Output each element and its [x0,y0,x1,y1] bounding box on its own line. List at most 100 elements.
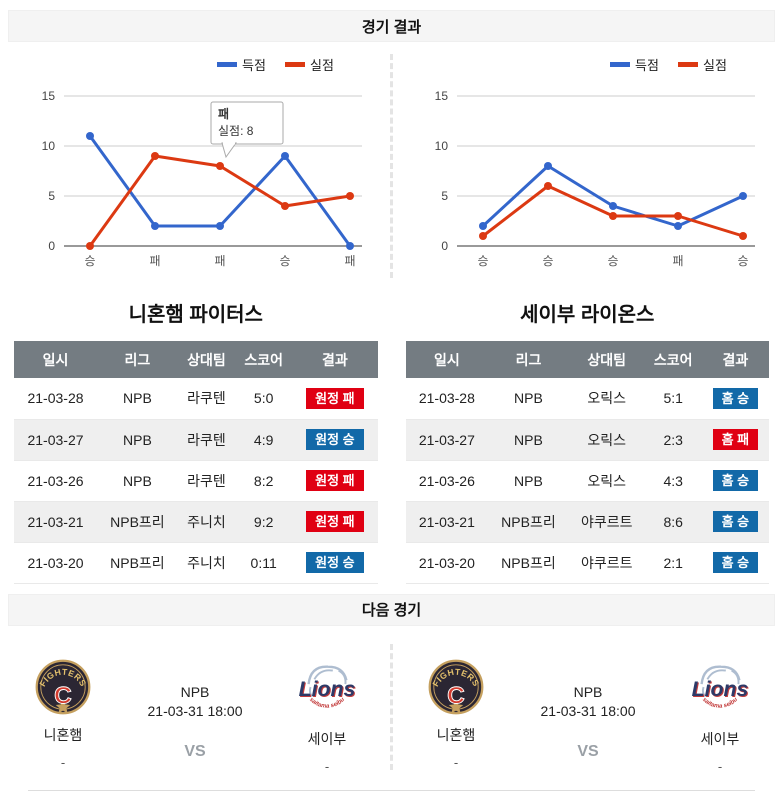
y-tick-label: 10 [435,139,449,153]
score-point[interactable] [479,222,487,230]
concede-point[interactable] [216,162,224,170]
tooltip-title: 패 [218,107,229,121]
y-tick-label: 5 [48,189,55,203]
legend-concede-label: 실점 [703,58,727,73]
concede-point[interactable] [739,232,747,240]
result-cell: 원정 패 [292,501,377,542]
x-tick-label: 패 [149,254,160,268]
x-tick-label: 승 [84,254,95,268]
result-badge: 원정 패 [306,511,364,532]
concede-point[interactable] [544,182,552,190]
league-cell: NPB프리 [488,501,568,542]
result-badge: 원정 패 [306,388,364,409]
home-team-odds: - [15,755,111,770]
result-badge: 홈 승 [713,388,759,409]
next-game-datetime: 21-03-31 18:00 [120,703,270,719]
results-section-bar: 경기 결과 [8,10,775,42]
svg-text:C: C [447,682,465,709]
concede-line [483,186,743,236]
result-badge: 홈 패 [713,429,759,450]
league-cell: NPB [488,419,568,460]
score-point[interactable] [346,242,354,250]
score-cell: 0:11 [235,542,292,583]
y-tick-label: 5 [441,189,448,203]
away-team-name: 세이부 [279,729,375,749]
opponent-cell: 오릭스 [569,378,645,419]
column-header: 결과 [292,341,377,378]
score-point[interactable] [609,202,617,210]
x-tick-label: 승 [607,254,618,268]
score-point[interactable] [281,152,289,160]
opponent-cell: 주니치 [178,501,235,542]
away-team-name: 세이부 [672,729,768,749]
score-point[interactable] [86,132,94,140]
score-cell: 8:2 [235,460,292,501]
concede-point[interactable] [609,212,617,220]
date-cell: 21-03-27 [406,419,489,460]
score-cell: 8:6 [645,501,702,542]
score-cell: 4:3 [645,460,702,501]
result-badge: 원정 승 [306,552,364,573]
score-point[interactable] [151,222,159,230]
opponent-cell: 오릭스 [569,460,645,501]
column-header: 결과 [702,341,769,378]
date-cell: 21-03-20 [14,542,97,583]
concede-point[interactable] [86,242,94,250]
score-point[interactable] [216,222,224,230]
concede-point[interactable] [479,232,487,240]
date-cell: 21-03-20 [406,542,489,583]
date-cell: 21-03-21 [406,501,489,542]
svg-text:Lions: Lions [692,676,749,700]
date-cell: 21-03-21 [14,501,97,542]
concede-point[interactable] [674,212,682,220]
result-cell: 원정 승 [292,419,377,460]
result-cell: 홈 패 [702,419,769,460]
date-cell: 21-03-28 [14,378,97,419]
result-badge: 홈 승 [713,511,759,532]
column-header: 상대팀 [569,341,645,378]
score-point[interactable] [739,192,747,200]
league-cell: NPB [488,378,568,419]
concede-point[interactable] [346,192,354,200]
result-cell: 홈 승 [702,460,769,501]
league-cell: NPB프리 [97,501,178,542]
score-point[interactable] [544,162,552,170]
chart-tooltip: 패실점: 8 [211,102,283,157]
concede-point[interactable] [281,202,289,210]
result-cell: 홈 승 [702,378,769,419]
result-badge: 홈 승 [713,552,759,573]
opponent-cell: 오릭스 [569,419,645,460]
y-tick-label: 10 [42,139,56,153]
result-badge: 원정 승 [306,429,364,450]
date-cell: 21-03-26 [406,460,489,501]
league-cell: NPB프리 [97,542,178,583]
score-point[interactable] [674,222,682,230]
opponent-cell: 주니치 [178,542,235,583]
result-cell: 홈 승 [702,501,769,542]
svg-text:C: C [54,682,72,709]
concede-point[interactable] [151,152,159,160]
svg-text:Lions: Lions [299,676,356,700]
date-cell: 21-03-26 [14,460,97,501]
score-cell: 2:1 [645,542,702,583]
away-team-title: 세이부 라이온스 [406,298,770,327]
legend-score-swatch [217,62,237,67]
league-cell: NPB [97,419,178,460]
